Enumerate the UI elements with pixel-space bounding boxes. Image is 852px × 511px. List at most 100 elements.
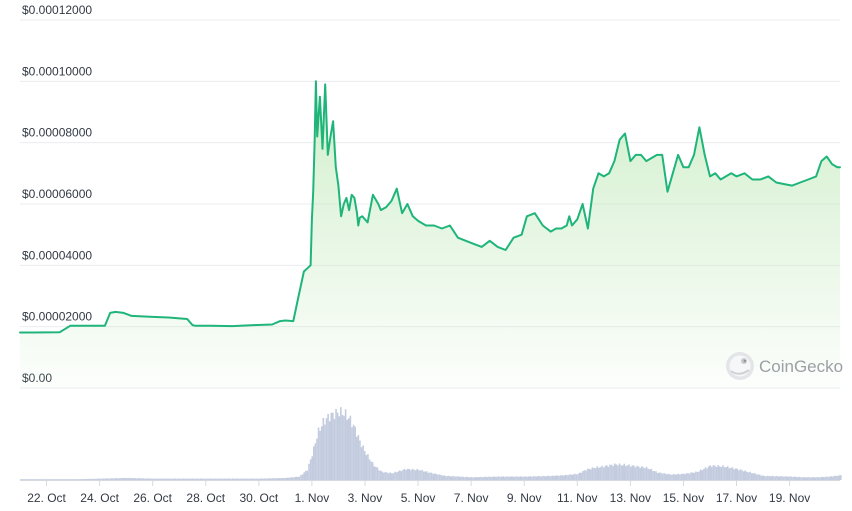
volume-bar	[348, 418, 350, 480]
volume-bar	[605, 465, 608, 480]
volume-bar	[782, 476, 785, 480]
y-axis: $0.00$0.00002000$0.00004000$0.00006000$0…	[22, 3, 92, 385]
volume-bar	[152, 478, 154, 480]
volume-bar	[325, 418, 328, 480]
volume-bar	[104, 478, 106, 480]
volume-bar	[585, 470, 587, 480]
volume-bar	[169, 478, 172, 480]
volume-bar	[292, 477, 294, 480]
volume-bar	[545, 476, 548, 480]
volume-bar	[268, 478, 270, 480]
volume-bar	[90, 478, 92, 480]
volume-bar	[760, 475, 762, 480]
volume-bar	[677, 473, 680, 480]
volume-bar	[136, 478, 138, 480]
volume-bar	[523, 476, 525, 480]
volume-bar	[115, 478, 118, 480]
volume-bar	[486, 477, 489, 480]
volume-bar	[828, 476, 831, 480]
volume-bar	[156, 478, 159, 480]
volume-bar	[690, 472, 692, 480]
volume-bar	[20, 479, 22, 480]
volume-bar	[352, 424, 355, 480]
volume-bar	[112, 478, 114, 480]
volume-bar	[324, 424, 326, 480]
volume-bar	[795, 476, 798, 480]
volume-bar	[308, 463, 310, 480]
volume-bar	[85, 479, 87, 480]
volume-bar	[539, 476, 541, 480]
volume-bar	[435, 473, 438, 480]
volume-bar	[467, 477, 470, 480]
volume-bar	[306, 470, 309, 480]
y-tick-label: $0.00002000	[22, 310, 92, 324]
volume-bar	[593, 468, 595, 480]
volume-bar	[300, 474, 302, 480]
volume-bar	[271, 478, 274, 480]
volume-bar	[250, 478, 253, 480]
volume-bar	[496, 476, 498, 480]
volume-bar	[604, 466, 606, 480]
volume-bar	[706, 468, 708, 480]
volume-bar	[362, 445, 364, 480]
volume-bar	[239, 478, 242, 480]
volume-bar	[830, 476, 833, 480]
volume-bar	[335, 408, 337, 480]
volume-bar	[824, 477, 826, 480]
volume-bar	[182, 478, 185, 480]
volume-bar	[784, 476, 786, 480]
volume-bar	[363, 451, 366, 480]
volume-bar	[158, 478, 161, 480]
volume-bar	[137, 478, 140, 480]
volume-bar	[521, 476, 524, 480]
volume-bar	[72, 479, 75, 480]
volume-bar	[274, 478, 277, 480]
volume-bar	[790, 476, 793, 480]
volume-bar	[242, 478, 245, 480]
volume-bar	[133, 478, 135, 480]
volume-bar	[176, 478, 178, 480]
volume-bar	[750, 473, 753, 480]
volume-bar	[357, 435, 360, 480]
volume-bar	[551, 475, 554, 480]
volume-bar	[51, 479, 54, 480]
volume-bar	[39, 479, 41, 480]
volume-bar	[476, 477, 479, 480]
volume-bar	[413, 469, 415, 480]
volume-bar	[825, 476, 828, 480]
volume-bar	[35, 479, 38, 480]
y-tick-label: $0.00008000	[22, 126, 92, 140]
volume-bar	[244, 478, 247, 480]
volume-bar	[671, 474, 673, 480]
volume-bar	[34, 479, 36, 480]
volume-bar	[258, 478, 261, 480]
volume-bar	[645, 466, 648, 480]
volume-bar	[832, 476, 834, 480]
volume-bar	[58, 479, 60, 480]
volume-bar	[207, 478, 210, 480]
volume-bar	[171, 478, 173, 480]
volume-bar	[433, 473, 436, 480]
volume-bar	[504, 476, 506, 480]
volume-bars	[20, 407, 842, 481]
volume-bar	[623, 463, 626, 480]
volume-bar	[672, 473, 675, 480]
volume-bar	[386, 472, 388, 480]
volume-bar	[128, 477, 130, 480]
volume-bar	[312, 446, 315, 480]
volume-bar	[561, 475, 563, 480]
volume-bar	[754, 473, 756, 480]
volume-bar	[47, 479, 49, 480]
volume-bar	[293, 477, 296, 480]
volume-bar	[211, 478, 213, 480]
volume-bar	[317, 427, 320, 480]
volume-bar	[303, 472, 306, 480]
volume-bar	[82, 479, 84, 480]
volume-bar	[801, 477, 804, 480]
volume-bar	[484, 476, 487, 480]
volume-bar	[757, 474, 759, 480]
volume-bar	[336, 412, 339, 480]
volume-bar	[507, 476, 509, 480]
volume-bar	[349, 415, 352, 480]
volume-bar	[23, 479, 25, 480]
